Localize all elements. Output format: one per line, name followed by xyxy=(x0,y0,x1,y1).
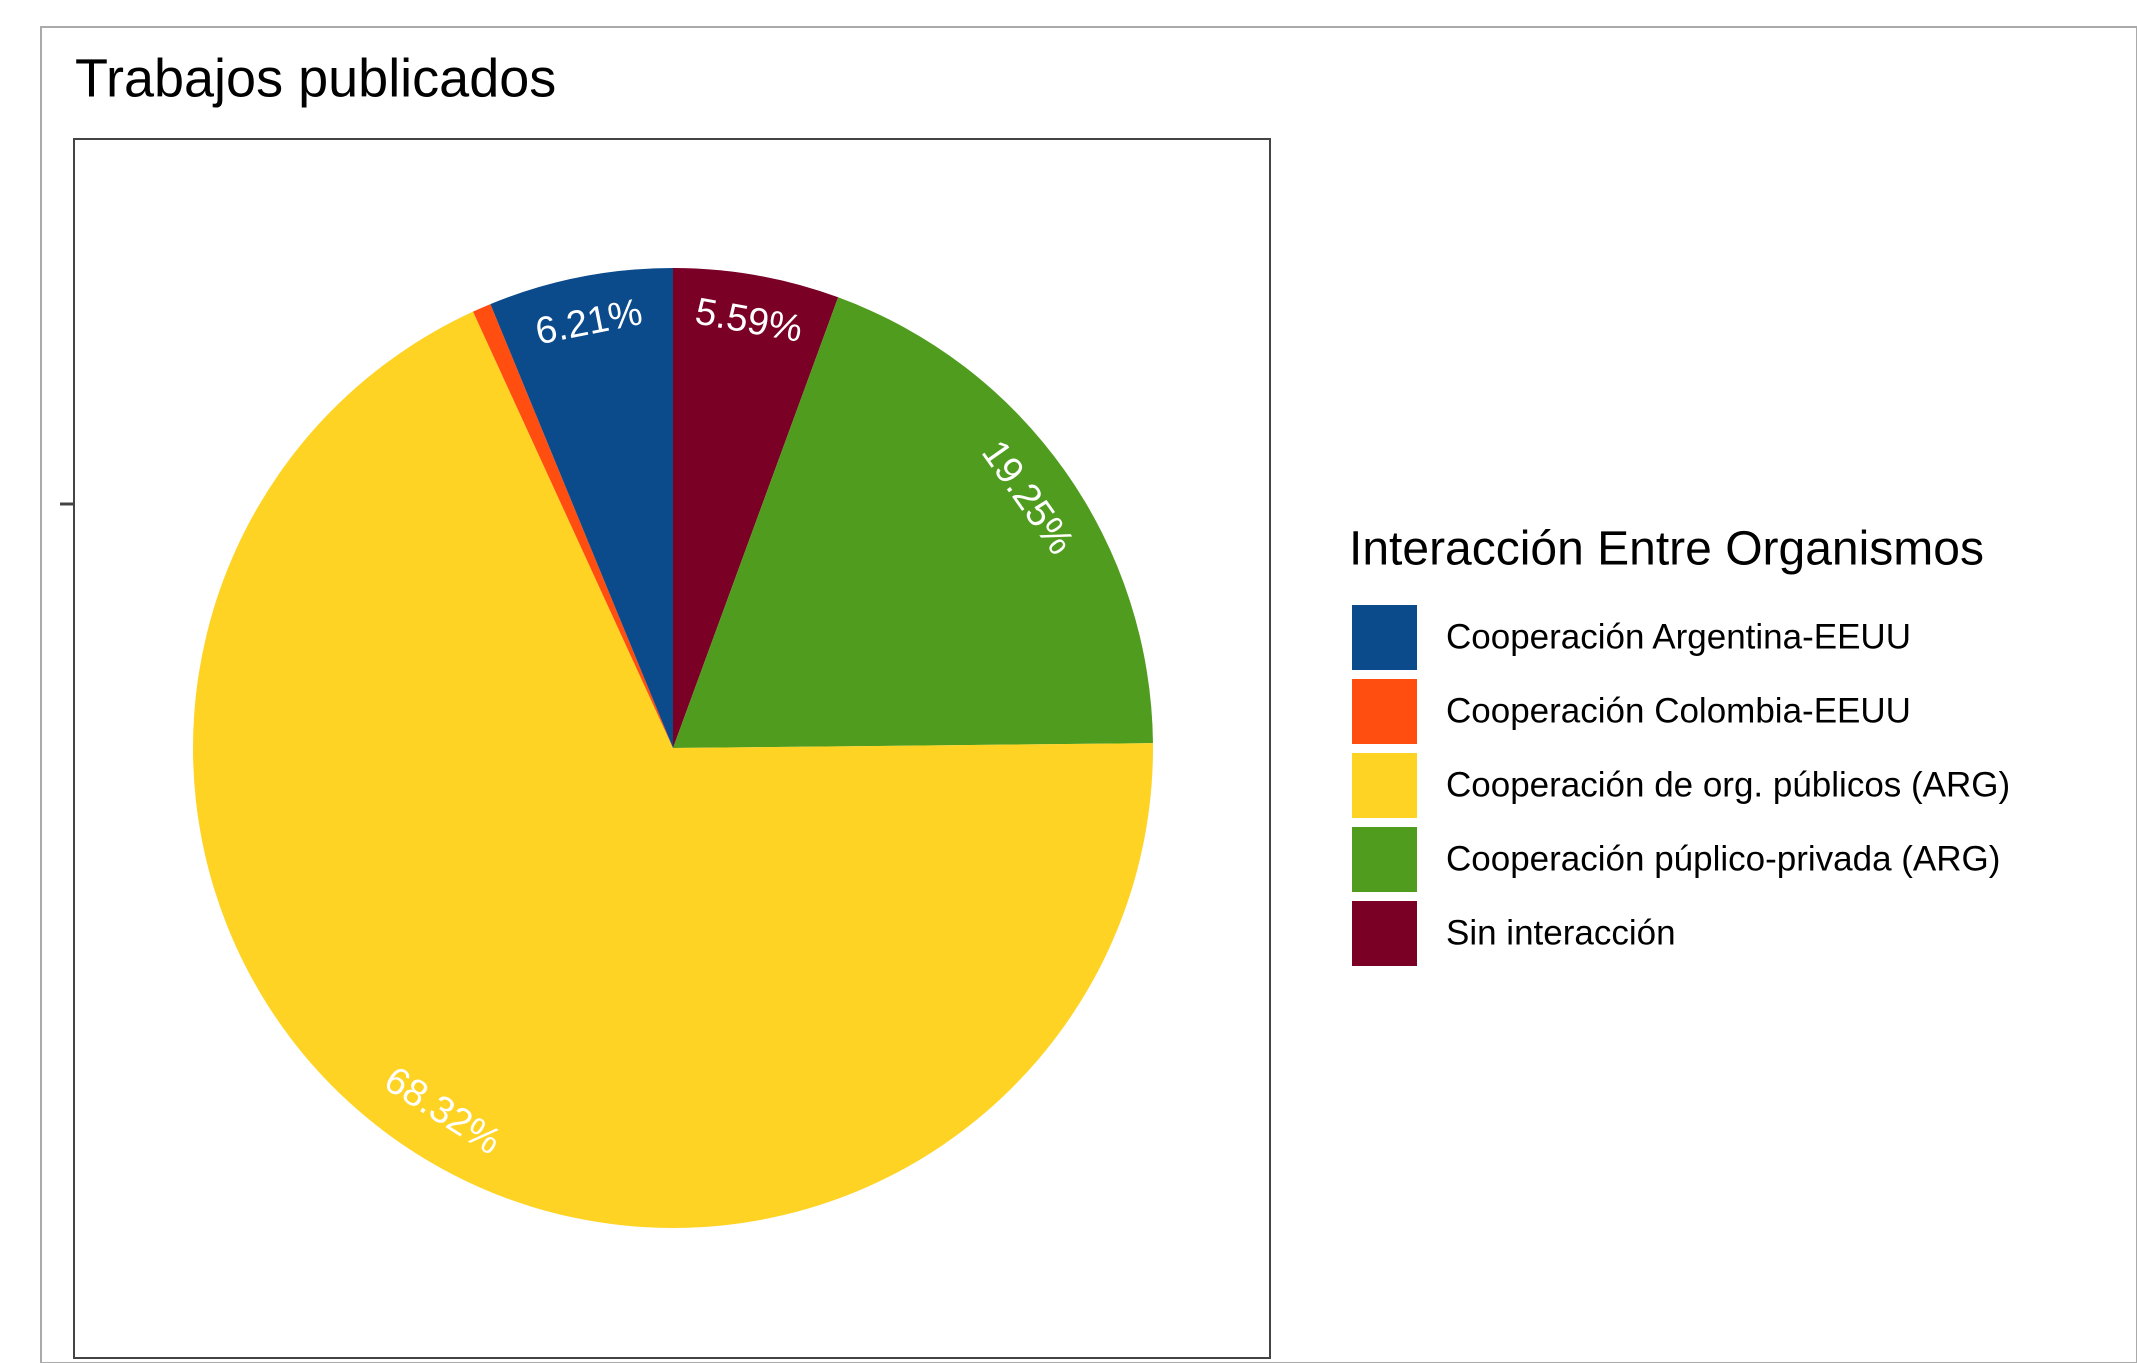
legend-label: Sin interacción xyxy=(1446,913,1676,952)
pie-slice xyxy=(473,304,673,748)
pie-slice xyxy=(673,297,1153,748)
pie-slice xyxy=(193,311,1153,1228)
legend-title: Interacción Entre Organismos xyxy=(1349,523,1984,576)
legend-label: Cooperación púplico-privada (ARG) xyxy=(1446,839,2000,878)
legend-label: Cooperación Argentina-EEUU xyxy=(1446,617,1911,656)
legend-label: Cooperación de org. públicos (ARG) xyxy=(1446,765,2010,804)
legend-key xyxy=(1350,603,1419,672)
chart-title: Trabajos publicados xyxy=(75,48,556,108)
pie-slice xyxy=(673,268,839,748)
pie-slice xyxy=(490,268,673,748)
pie: 5.59%19.25%68.32%6.21% xyxy=(193,268,1153,1228)
legend: Cooperación Argentina-EEUU Cooperación Co… xyxy=(1350,603,2010,968)
legend-key xyxy=(1350,751,1419,820)
legend-key xyxy=(1350,677,1419,746)
legend-label: Cooperación Colombia-EEUU xyxy=(1446,691,1911,730)
legend-key xyxy=(1350,825,1419,894)
legend-key xyxy=(1350,899,1419,968)
